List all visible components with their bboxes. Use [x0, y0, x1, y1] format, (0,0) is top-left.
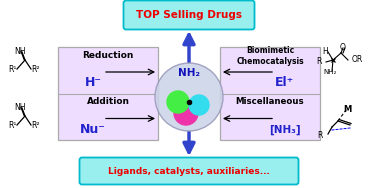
- FancyBboxPatch shape: [58, 47, 158, 140]
- Text: [NH₃]: [NH₃]: [269, 124, 301, 135]
- Text: El⁺: El⁺: [276, 76, 294, 89]
- Text: Reduction: Reduction: [82, 51, 134, 59]
- Text: NH₂: NH₂: [178, 68, 200, 78]
- Text: Nu⁻: Nu⁻: [80, 123, 106, 136]
- Text: TOP Selling Drugs: TOP Selling Drugs: [136, 10, 242, 20]
- Text: R: R: [317, 130, 323, 139]
- Text: R¹: R¹: [8, 65, 16, 74]
- Text: R²: R²: [32, 65, 40, 74]
- Text: Miscellaneous: Miscellaneous: [236, 97, 304, 106]
- Text: NH: NH: [14, 104, 26, 112]
- Text: Ligands, catalysts, auxiliaries...: Ligands, catalysts, auxiliaries...: [108, 167, 270, 176]
- Text: NH₂: NH₂: [323, 69, 337, 75]
- Text: R¹: R¹: [8, 121, 16, 130]
- FancyBboxPatch shape: [79, 158, 299, 184]
- Text: H⁻: H⁻: [85, 76, 102, 89]
- Circle shape: [189, 95, 209, 115]
- Text: H: H: [322, 48, 328, 57]
- Text: R: R: [316, 58, 322, 67]
- Ellipse shape: [155, 63, 223, 131]
- Text: Biomimetic
Chemocatalysis: Biomimetic Chemocatalysis: [236, 46, 304, 66]
- Text: OR: OR: [352, 55, 363, 64]
- Text: R²: R²: [32, 121, 40, 130]
- Circle shape: [174, 101, 198, 125]
- FancyBboxPatch shape: [220, 47, 320, 140]
- FancyBboxPatch shape: [124, 1, 254, 30]
- Circle shape: [167, 91, 189, 113]
- Text: O: O: [340, 42, 346, 52]
- Text: NH: NH: [14, 48, 26, 57]
- Text: Addition: Addition: [87, 97, 130, 106]
- Text: M: M: [343, 105, 351, 114]
